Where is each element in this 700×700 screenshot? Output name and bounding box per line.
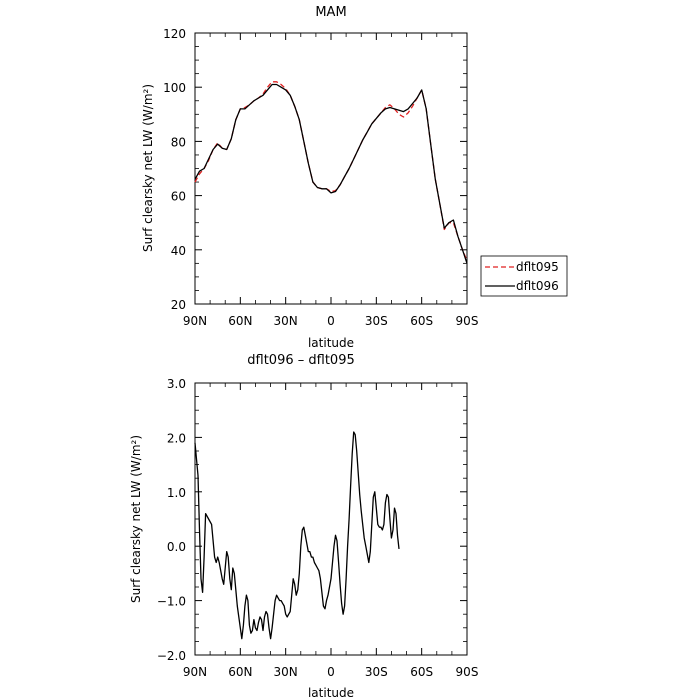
x-tick-label: 60N	[228, 314, 252, 328]
bottom-plot-frame	[194, 382, 468, 656]
bottom-x-tick-labels: 90N 60N 30N 0 30S 60S 90S	[183, 665, 479, 679]
x-tick-label: 90S	[456, 314, 479, 328]
x-tick-label: 90S	[456, 665, 479, 679]
x-tick-label: 30N	[274, 665, 298, 679]
y-tick-label: 1.0	[167, 486, 186, 500]
series-line-diff-0	[194, 431, 400, 640]
bottom-y-axis-label: Surf clearsky net LW (W/m²)	[129, 435, 143, 603]
y-tick-label: 60	[171, 190, 186, 204]
top-series-lines	[194, 81, 468, 264]
y-tick-label: 2.0	[167, 431, 186, 445]
top-y-tick-labels: 20 40 60 80 100 120	[163, 27, 186, 312]
y-tick-label: 100	[163, 81, 186, 95]
x-tick-label: 30N	[274, 314, 298, 328]
top-axis-ticks	[194, 32, 468, 305]
y-tick-label: −1.0	[157, 595, 186, 609]
x-tick-label: 0	[327, 314, 335, 328]
x-tick-label: 30S	[365, 665, 388, 679]
top-legend: dflt095 dflt096	[480, 255, 568, 297]
top-x-axis-label: latitude	[308, 336, 354, 350]
legend-label-dflt095: dflt095	[516, 260, 559, 274]
y-tick-label: −2.0	[157, 649, 186, 663]
series-line-dflt096	[194, 83, 468, 264]
x-tick-label: 90N	[183, 665, 207, 679]
bottom-series-lines	[194, 431, 400, 640]
top-chart-title: MAM	[315, 5, 346, 20]
x-tick-label: 0	[327, 665, 335, 679]
y-tick-label: 80	[171, 135, 186, 149]
legend-label-dflt096: dflt096	[516, 279, 559, 293]
top-plot-frame	[194, 32, 468, 305]
bottom-y-tick-labels: −2.0 −1.0 0.0 1.0 2.0 3.0	[157, 377, 186, 663]
y-tick-label: 120	[163, 27, 186, 41]
x-tick-label: 90N	[183, 314, 207, 328]
x-tick-label: 60S	[410, 665, 433, 679]
top-x-tick-labels: 90N 60N 30N 0 30S 60S 90S	[183, 314, 479, 328]
x-tick-label: 30S	[365, 314, 388, 328]
y-tick-label: 0.0	[167, 540, 186, 554]
top-panel: MAM 90N 60N 30N 0 30S 60S 90S 20 40 60 80 100 120 l…	[141, 5, 568, 350]
y-tick-label: 3.0	[167, 377, 186, 391]
bottom-panel: dflt096 – dflt095 90N 60N 30N 0 30S 60S 90S −2…	[129, 353, 478, 700]
top-y-axis-label: Surf clearsky net LW (W/m²)	[141, 84, 155, 252]
x-tick-label: 60S	[410, 314, 433, 328]
y-tick-label: 20	[171, 298, 186, 312]
bottom-chart-title: dflt096 – dflt095	[247, 353, 354, 368]
x-tick-label: 60N	[228, 665, 252, 679]
bottom-axis-ticks	[194, 382, 468, 656]
y-tick-label: 40	[171, 244, 186, 258]
legend-box	[480, 255, 568, 297]
bottom-x-axis-label: latitude	[308, 686, 354, 700]
